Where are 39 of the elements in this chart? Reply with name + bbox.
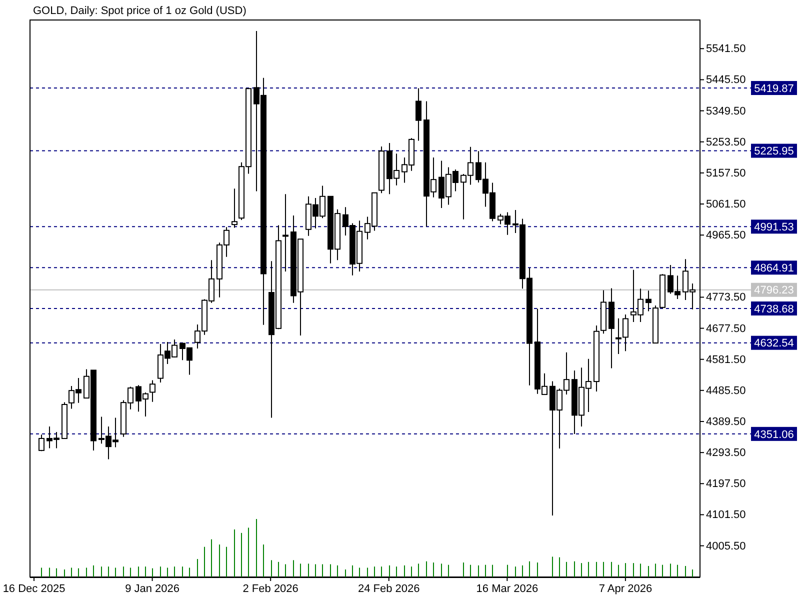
candlestick [616, 318, 622, 355]
y-tick-label: 4773.50 [706, 292, 746, 304]
ref-line-label: 5225.95 [754, 146, 794, 158]
ref-line-label: 4796.23 [754, 284, 794, 297]
y-tick-label: 4485.50 [706, 384, 746, 397]
candlestick [646, 290, 652, 312]
y-tick-label: 4101.50 [706, 509, 746, 522]
y-tick-label: 5349.50 [706, 105, 746, 118]
y-tick-label: 4005.50 [706, 540, 746, 552]
chart-title: GOLD, Daily: Spot price of 1 oz Gold (USD) [33, 5, 246, 17]
y-tick-label: 4581.50 [706, 354, 746, 366]
x-tick-label: 16 Dec 2025 [2, 582, 66, 595]
y-tick-label: 5253.50 [706, 136, 746, 148]
y-tick-label: 4965.50 [706, 230, 746, 242]
candlestick [622, 314, 628, 352]
y-tick-label: 4197.50 [706, 478, 746, 490]
ref-line-label: 5419.87 [754, 82, 794, 95]
ref-line-label: 4991.53 [754, 221, 794, 234]
ref-line-label: 4864.91 [754, 262, 794, 274]
y-tick-label: 4293.50 [706, 447, 746, 460]
candlestick [38, 434, 44, 452]
ref-line-label: 4632.54 [754, 338, 794, 350]
x-tick-label: 7 Apr 2026 [598, 582, 652, 595]
ref-line-label: 4351.06 [754, 428, 794, 441]
candlestick [232, 188, 238, 228]
x-tick-label: 2 Feb 2026 [242, 582, 298, 595]
y-tick-label: 5445.50 [706, 74, 746, 86]
y-tick-label: 4389.50 [706, 416, 746, 428]
x-tick-label: 16 Mar 2026 [476, 582, 538, 595]
y-tick-label: 5061.50 [706, 198, 746, 211]
y-tick-label: 5541.50 [706, 43, 746, 56]
x-tick-label: 9 Jan 2026 [125, 582, 180, 595]
x-tick-label: 24 Feb 2026 [358, 582, 420, 595]
y-tick-label: 4677.50 [706, 322, 746, 335]
candlestick [282, 194, 288, 272]
candlestick [416, 88, 422, 142]
y-tick-label: 5157.50 [706, 167, 746, 180]
candlestick [150, 380, 156, 402]
ref-line-label: 4738.68 [754, 303, 794, 316]
